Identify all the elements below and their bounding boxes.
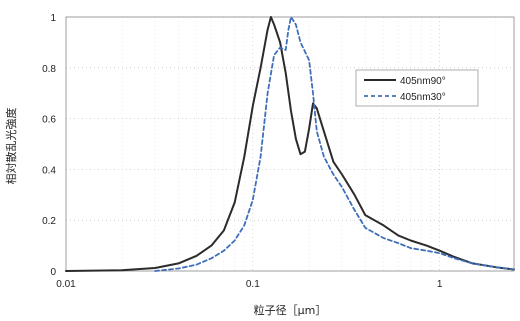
- y-tick-label: 0: [50, 267, 56, 278]
- legend-label-405nm90: 405nm90°: [400, 76, 446, 87]
- series-line-405nm90: [65, 16, 515, 272]
- y-tick-label: 0.4: [42, 165, 56, 176]
- x-tick-label: 1: [437, 279, 443, 290]
- y-tick-label: 0.8: [42, 64, 56, 75]
- legend-box: [355, 69, 479, 107]
- x-axis-title: 粒子径［μm］: [254, 303, 327, 317]
- x-tick-label: 0.01: [56, 279, 76, 290]
- legend-label-405nm30: 405nm30°: [400, 92, 446, 103]
- legend: 405nm90° 405nm30°: [355, 69, 479, 107]
- series-line-405nm30: [154, 16, 515, 272]
- plot-area: [65, 16, 515, 272]
- x-tick-label: 0.1: [246, 279, 260, 290]
- series-layer: [65, 16, 515, 272]
- y-tick-label: 0.6: [42, 115, 56, 126]
- tick-labels: 0 0.2 0.4 0.6 0.8 1 0.01 0.1 1: [42, 13, 443, 290]
- grid: [66, 16, 514, 271]
- y-tick-label: 0.2: [42, 216, 56, 227]
- y-tick-label: 1: [50, 13, 56, 24]
- y-axis-title: 相対散乱光強度: [4, 108, 18, 185]
